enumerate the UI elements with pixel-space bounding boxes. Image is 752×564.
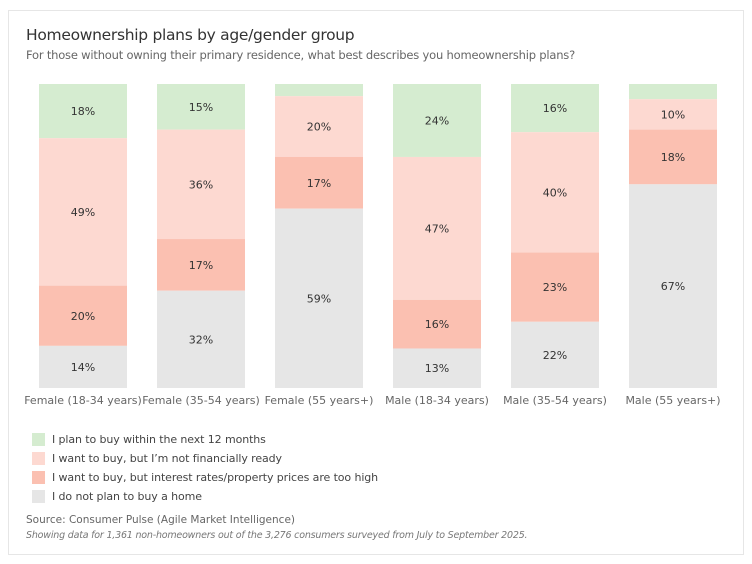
bar-segment[interactable] <box>157 84 245 130</box>
legend-label: I do not plan to buy a home <box>52 490 202 503</box>
bar-segment[interactable] <box>39 285 127 346</box>
data-label: 18% <box>661 151 685 164</box>
chart-card <box>8 10 744 555</box>
data-label: 15% <box>189 101 213 114</box>
bar-segment[interactable] <box>39 84 127 139</box>
legend: I plan to buy within the next 12 months … <box>32 430 378 506</box>
bar-segment[interactable] <box>275 156 363 209</box>
legend-label: I want to buy, but interest rates/proper… <box>52 471 379 484</box>
bar-segment[interactable] <box>157 129 245 240</box>
legend-item-plan-to-buy[interactable]: I plan to buy within the next 12 months <box>32 430 378 449</box>
legend-swatch <box>32 490 45 503</box>
data-label: 20% <box>71 310 95 323</box>
bar-segment[interactable] <box>393 299 481 349</box>
data-label: 47% <box>425 222 449 235</box>
bar-segment[interactable] <box>511 321 599 388</box>
data-label: 17% <box>307 177 331 190</box>
legend-label: I want to buy, but I’m not financially r… <box>52 452 282 465</box>
bar-segment[interactable] <box>39 138 127 286</box>
legend-item-no-plan[interactable]: I do not plan to buy a home <box>32 487 378 506</box>
bar-group: 20% 17% 59% <box>275 84 363 388</box>
bar-segment[interactable] <box>393 348 481 388</box>
bar-group: 16% 40% 23% 22% <box>511 84 599 388</box>
bar-segment[interactable] <box>629 84 717 100</box>
x-tick-label: Female (55 years+) <box>265 394 374 407</box>
legend-swatch <box>32 471 45 484</box>
legend-swatch <box>32 433 45 446</box>
legend-label: I plan to buy within the next 12 months <box>52 433 266 446</box>
bar-segment[interactable] <box>275 96 363 157</box>
x-tick-label: Male (35-54 years) <box>503 394 607 407</box>
bar-group: 15% 36% 17% 32% <box>157 84 245 388</box>
x-tick-label: Male (55 years+) <box>625 394 720 407</box>
bar-segment[interactable] <box>275 84 363 97</box>
source-text: Source: Consumer Pulse (Agile Market Int… <box>26 514 296 526</box>
bar-group: 24% 47% 16% 13% <box>393 84 481 388</box>
bar-segment[interactable] <box>629 184 717 388</box>
bar-segment[interactable] <box>511 252 599 322</box>
data-label: 32% <box>189 333 213 346</box>
data-label: 10% <box>661 108 685 121</box>
legend-item-rates-too-high[interactable]: I want to buy, but interest rates/proper… <box>32 468 378 487</box>
bar-group: 18% 49% 20% 14% <box>39 84 127 388</box>
bar-segment[interactable] <box>393 84 481 157</box>
bar-segment[interactable] <box>511 84 599 133</box>
data-label: 67% <box>661 280 685 293</box>
footnote-text: Showing data for 1,361 non-homeowners ou… <box>26 530 528 541</box>
chart-subtitle: For those without owning their primary r… <box>26 48 576 62</box>
data-label: 36% <box>189 178 213 191</box>
data-label: 59% <box>307 292 331 305</box>
data-label: 16% <box>425 318 449 331</box>
x-tick-label: Male (18-34 years) <box>385 394 489 407</box>
bar-segment[interactable] <box>157 290 245 388</box>
x-tick-label: Female (35-54 years) <box>142 394 260 407</box>
stacked-bar-chart: 18% 49% 20% 14% Female (18-34 years) 15% 36% 17… <box>24 84 721 407</box>
data-label: 20% <box>307 121 331 134</box>
x-tick-label: Female (18-34 years) <box>24 394 142 407</box>
bar-segment[interactable] <box>629 99 717 130</box>
data-label: 22% <box>543 349 567 362</box>
data-label: 49% <box>71 206 95 219</box>
bar-segment[interactable] <box>275 208 363 388</box>
bar-segment[interactable] <box>393 156 481 300</box>
data-label: 14% <box>71 361 95 374</box>
legend-swatch <box>32 452 45 465</box>
data-label: 16% <box>543 102 567 115</box>
legend-item-not-financially-ready[interactable]: I want to buy, but I’m not financially r… <box>32 449 378 468</box>
bar-segment[interactable] <box>157 239 245 291</box>
data-label: 24% <box>425 114 449 127</box>
bar-segment[interactable] <box>39 345 127 388</box>
data-label: 18% <box>71 105 95 118</box>
data-label: 23% <box>543 281 567 294</box>
bar-group: 10% 18% 67% <box>629 84 717 388</box>
chart-title: Homeownership plans by age/gender group <box>26 26 355 44</box>
bar-segment[interactable] <box>629 129 717 185</box>
data-label: 40% <box>543 186 567 199</box>
data-label: 13% <box>425 362 449 375</box>
bar-segment[interactable] <box>511 132 599 253</box>
data-label: 17% <box>189 259 213 272</box>
